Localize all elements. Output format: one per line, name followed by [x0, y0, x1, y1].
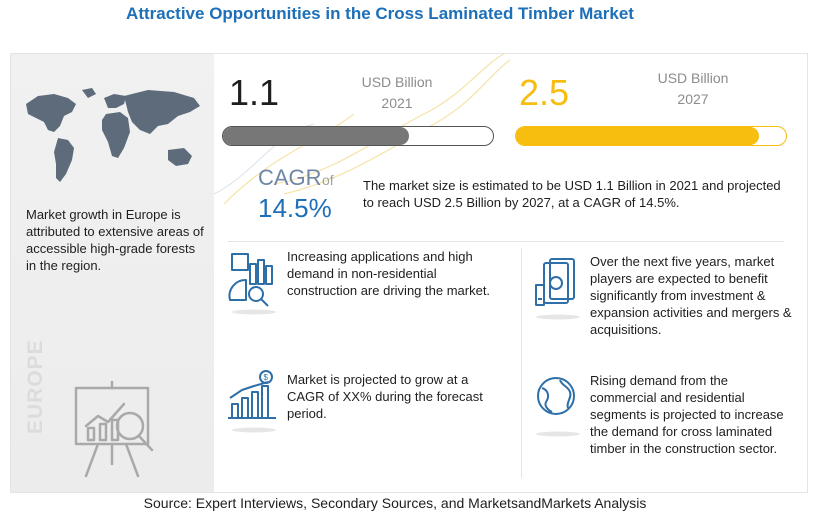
key-point-3: Market is projected to grow at a CAGR of… — [287, 372, 483, 421]
market-description: The market size is estimated to be USD 1… — [363, 178, 781, 210]
unit-label-2027: USD Billion — [657, 70, 729, 86]
page-title: Attractive Opportunities in the Cross La… — [126, 4, 634, 23]
globe-icon — [536, 377, 580, 437]
market-bar-2027-fill — [516, 127, 759, 145]
europe-region-label: EUROPE — [24, 339, 47, 434]
presentation-easel-icon — [74, 380, 154, 478]
vertical-divider — [521, 248, 522, 478]
year-label-2027: 2027 — [677, 91, 709, 107]
construction-chart-icon — [228, 253, 276, 315]
cagr-label: CAGR — [258, 165, 322, 190]
market-size-2021-unit: USD Billion 2021 — [352, 72, 442, 114]
market-size-2021-value: 1.1 — [229, 72, 280, 113]
cagr-value: 14.5% — [258, 193, 332, 223]
svg-text:$: $ — [264, 373, 269, 382]
source-caption: Source: Expert Interviews, Secondary Sou… — [143, 495, 647, 511]
key-point-4: Rising demand from the commercial and re… — [590, 373, 784, 456]
market-size-2027-value: 2.5 — [519, 72, 570, 113]
market-bar-2027 — [515, 126, 787, 146]
key-point-1: Increasing applications and high demand … — [287, 249, 491, 298]
cagr-of-label: of — [322, 172, 334, 188]
europe-growth-text: Market growth in Europe is attributed to… — [26, 207, 204, 273]
market-bar-2021 — [222, 126, 494, 146]
horizontal-divider — [228, 241, 784, 242]
market-bar-2021-fill — [223, 127, 410, 145]
market-size-2027-unit: USD Billion 2027 — [648, 68, 738, 110]
year-label-2021: 2021 — [381, 95, 413, 111]
key-point-2: Over the next five years, market players… — [590, 254, 792, 337]
unit-label-2021: USD Billion — [361, 74, 433, 90]
world-map-icon — [26, 88, 200, 182]
growth-bar-chart-icon: $ — [228, 370, 276, 433]
money-hand-icon — [535, 258, 580, 320]
